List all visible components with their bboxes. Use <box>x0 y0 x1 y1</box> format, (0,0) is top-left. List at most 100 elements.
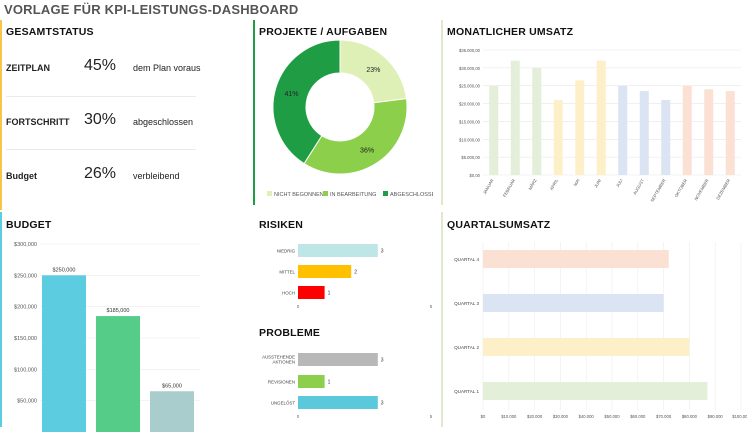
status-desc-schedule: dem Plan voraus <box>133 63 201 73</box>
category-label: MITTEL <box>279 270 295 275</box>
category-label: REVISIONEN <box>268 380 295 385</box>
budget-bar-label: $250,000 <box>53 267 76 273</box>
status-value-schedule: 45% <box>84 57 117 74</box>
budget-bar <box>42 275 86 432</box>
bar <box>298 353 378 366</box>
x-tick-label: 5 <box>430 304 433 309</box>
y-tick-label: $200,000 <box>14 305 37 311</box>
legend-label: NICHT BEGONNEN <box>274 192 324 198</box>
x-tick-label: $30.000 <box>553 414 569 419</box>
budget-bar <box>150 391 194 432</box>
panel-accent-bar <box>0 20 2 210</box>
budget-bar-label: $65,000 <box>162 383 182 389</box>
x-tick-label: APRIL <box>549 177 560 191</box>
risks-chart: NIEDRIG 3 MITTEL 2 HOCH 1 0 5 <box>277 244 433 309</box>
y-tick-label: $30.000,00 <box>459 66 481 71</box>
x-tick-label: 0 <box>297 304 300 309</box>
donut-slice-label: 36% <box>360 148 374 155</box>
category-label: AKTIONEN <box>273 360 295 365</box>
panel-accent-bar <box>0 212 2 427</box>
panel-accent-bar <box>253 20 255 205</box>
x-tick-label: JUNI <box>593 178 602 189</box>
revenue-bar <box>682 85 692 175</box>
quarter-bar <box>483 250 669 268</box>
x-tick-label: $50.000 <box>604 414 620 419</box>
bar-value-label: 3 <box>381 249 384 255</box>
budget-bar <box>96 316 140 432</box>
divider <box>6 149 196 150</box>
bar <box>298 286 325 299</box>
x-tick-label: 5 <box>430 414 433 419</box>
bar-value-label: 3 <box>381 358 384 364</box>
y-tick-label: $5.000,00 <box>461 155 480 160</box>
x-tick-label: MÄRZ <box>527 178 537 191</box>
revenue-title: MONATLICHER UMSATZ <box>447 26 574 38</box>
revenue-bar <box>618 85 628 175</box>
problems-title: PROBLEME <box>259 327 321 339</box>
panel-accent-bar <box>441 212 443 427</box>
x-tick-label: $100.000 <box>732 414 747 419</box>
quarter-bar <box>483 382 708 400</box>
y-tick-label: $0,00 <box>470 173 481 178</box>
x-tick-label: $20.000 <box>527 414 543 419</box>
quarterly-title: QUARTALSUMSATZ <box>447 219 551 231</box>
revenue-bar <box>489 85 499 175</box>
legend-label: ABGESCHLOSSEN <box>390 192 433 198</box>
x-tick-label: SEPTEMBER <box>649 178 666 203</box>
quarter-bar <box>483 294 664 312</box>
x-tick-label: DEZEMBER <box>715 178 731 201</box>
bar <box>298 396 378 409</box>
problems-panel: PROBLEME AUSSTEHENDE AKTIONEN 3 REVISIONEN 1… <box>253 320 433 432</box>
y-tick-label: $25.000,00 <box>459 84 481 89</box>
x-tick-label: NOVEMBER <box>693 178 709 201</box>
quarterly-revenue-chart: $0 $10.000 $20.000 $30.000 $40.000 $50.000 $60… <box>454 242 747 419</box>
x-tick-label: AUGUST <box>632 178 645 196</box>
legend-swatch <box>383 191 388 196</box>
category-label: QUARTAL 4 <box>454 257 479 262</box>
status-label-schedule: ZEITPLAN <box>6 63 50 73</box>
donut-slice-label: 41% <box>284 91 298 98</box>
monthly-revenue-chart: $0,00 $5.000,00 $10.000,00 $15.000,00 $20.00… <box>459 48 741 203</box>
category-label: QUARTAL 1 <box>454 389 479 394</box>
page-title: VORLAGE FÜR KPI-LEISTUNGS-DASHBOARD <box>4 2 299 17</box>
revenue-bar <box>553 100 563 175</box>
bar <box>298 244 378 257</box>
risks-title: RISIKEN <box>259 219 303 231</box>
category-label: QUARTAL 2 <box>454 345 479 350</box>
legend-swatch <box>323 191 328 196</box>
revenue-panel: MONATLICHER UMSATZ $0,00 $5.000,00 $10.000… <box>441 20 747 205</box>
budget-title: BUDGET <box>6 219 52 231</box>
revenue-bar <box>532 67 542 175</box>
revenue-bar <box>661 100 671 175</box>
status-value-budget: 26% <box>84 165 117 182</box>
y-tick-label: $100,000 <box>14 367 37 373</box>
x-tick-label: JANUAR <box>482 178 495 195</box>
bar-value-label: 1 <box>328 380 331 386</box>
x-tick-label: $90.000 <box>708 414 724 419</box>
x-tick-label: $40.000 <box>579 414 595 419</box>
category-label: NIEDRIG <box>277 249 296 254</box>
y-tick-label: $35.000,00 <box>459 48 481 53</box>
projects-title: PROJEKTE / AUFGABEN <box>259 26 388 38</box>
bar <box>298 265 352 278</box>
x-tick-label: JULI <box>615 178 624 188</box>
category-label: AUSSTEHENDE <box>262 355 295 360</box>
x-tick-label: $60.000 <box>630 414 646 419</box>
x-tick-label: 0 <box>297 414 300 419</box>
bar-value-label: 2 <box>354 270 357 276</box>
bar-value-label: 3 <box>381 401 384 407</box>
donut-slice <box>272 39 341 165</box>
revenue-bar <box>725 91 735 175</box>
budget-panel: BUDGET $50,000 $100,000 $150,000 $200,000 $2… <box>0 212 240 432</box>
y-tick-label: $20.000,00 <box>459 102 481 107</box>
panel-accent-bar <box>441 20 443 205</box>
x-tick-label: $70.000 <box>656 414 672 419</box>
projects-donut-chart: 23% 36% 41% NICHT BEGONNEN IN BEARBEITUNG ABG… <box>267 39 433 198</box>
x-tick-label: MAI <box>573 178 581 187</box>
projects-panel: PROJEKTE / AUFGABEN 23% 36% 41% NICHT BEGON… <box>253 20 433 205</box>
y-tick-label: $250,000 <box>14 273 37 279</box>
status-label-budget: Budget <box>6 171 37 181</box>
bar <box>298 375 325 388</box>
status-desc-progress: abgeschlossen <box>133 117 194 127</box>
quarter-bar <box>483 338 690 356</box>
